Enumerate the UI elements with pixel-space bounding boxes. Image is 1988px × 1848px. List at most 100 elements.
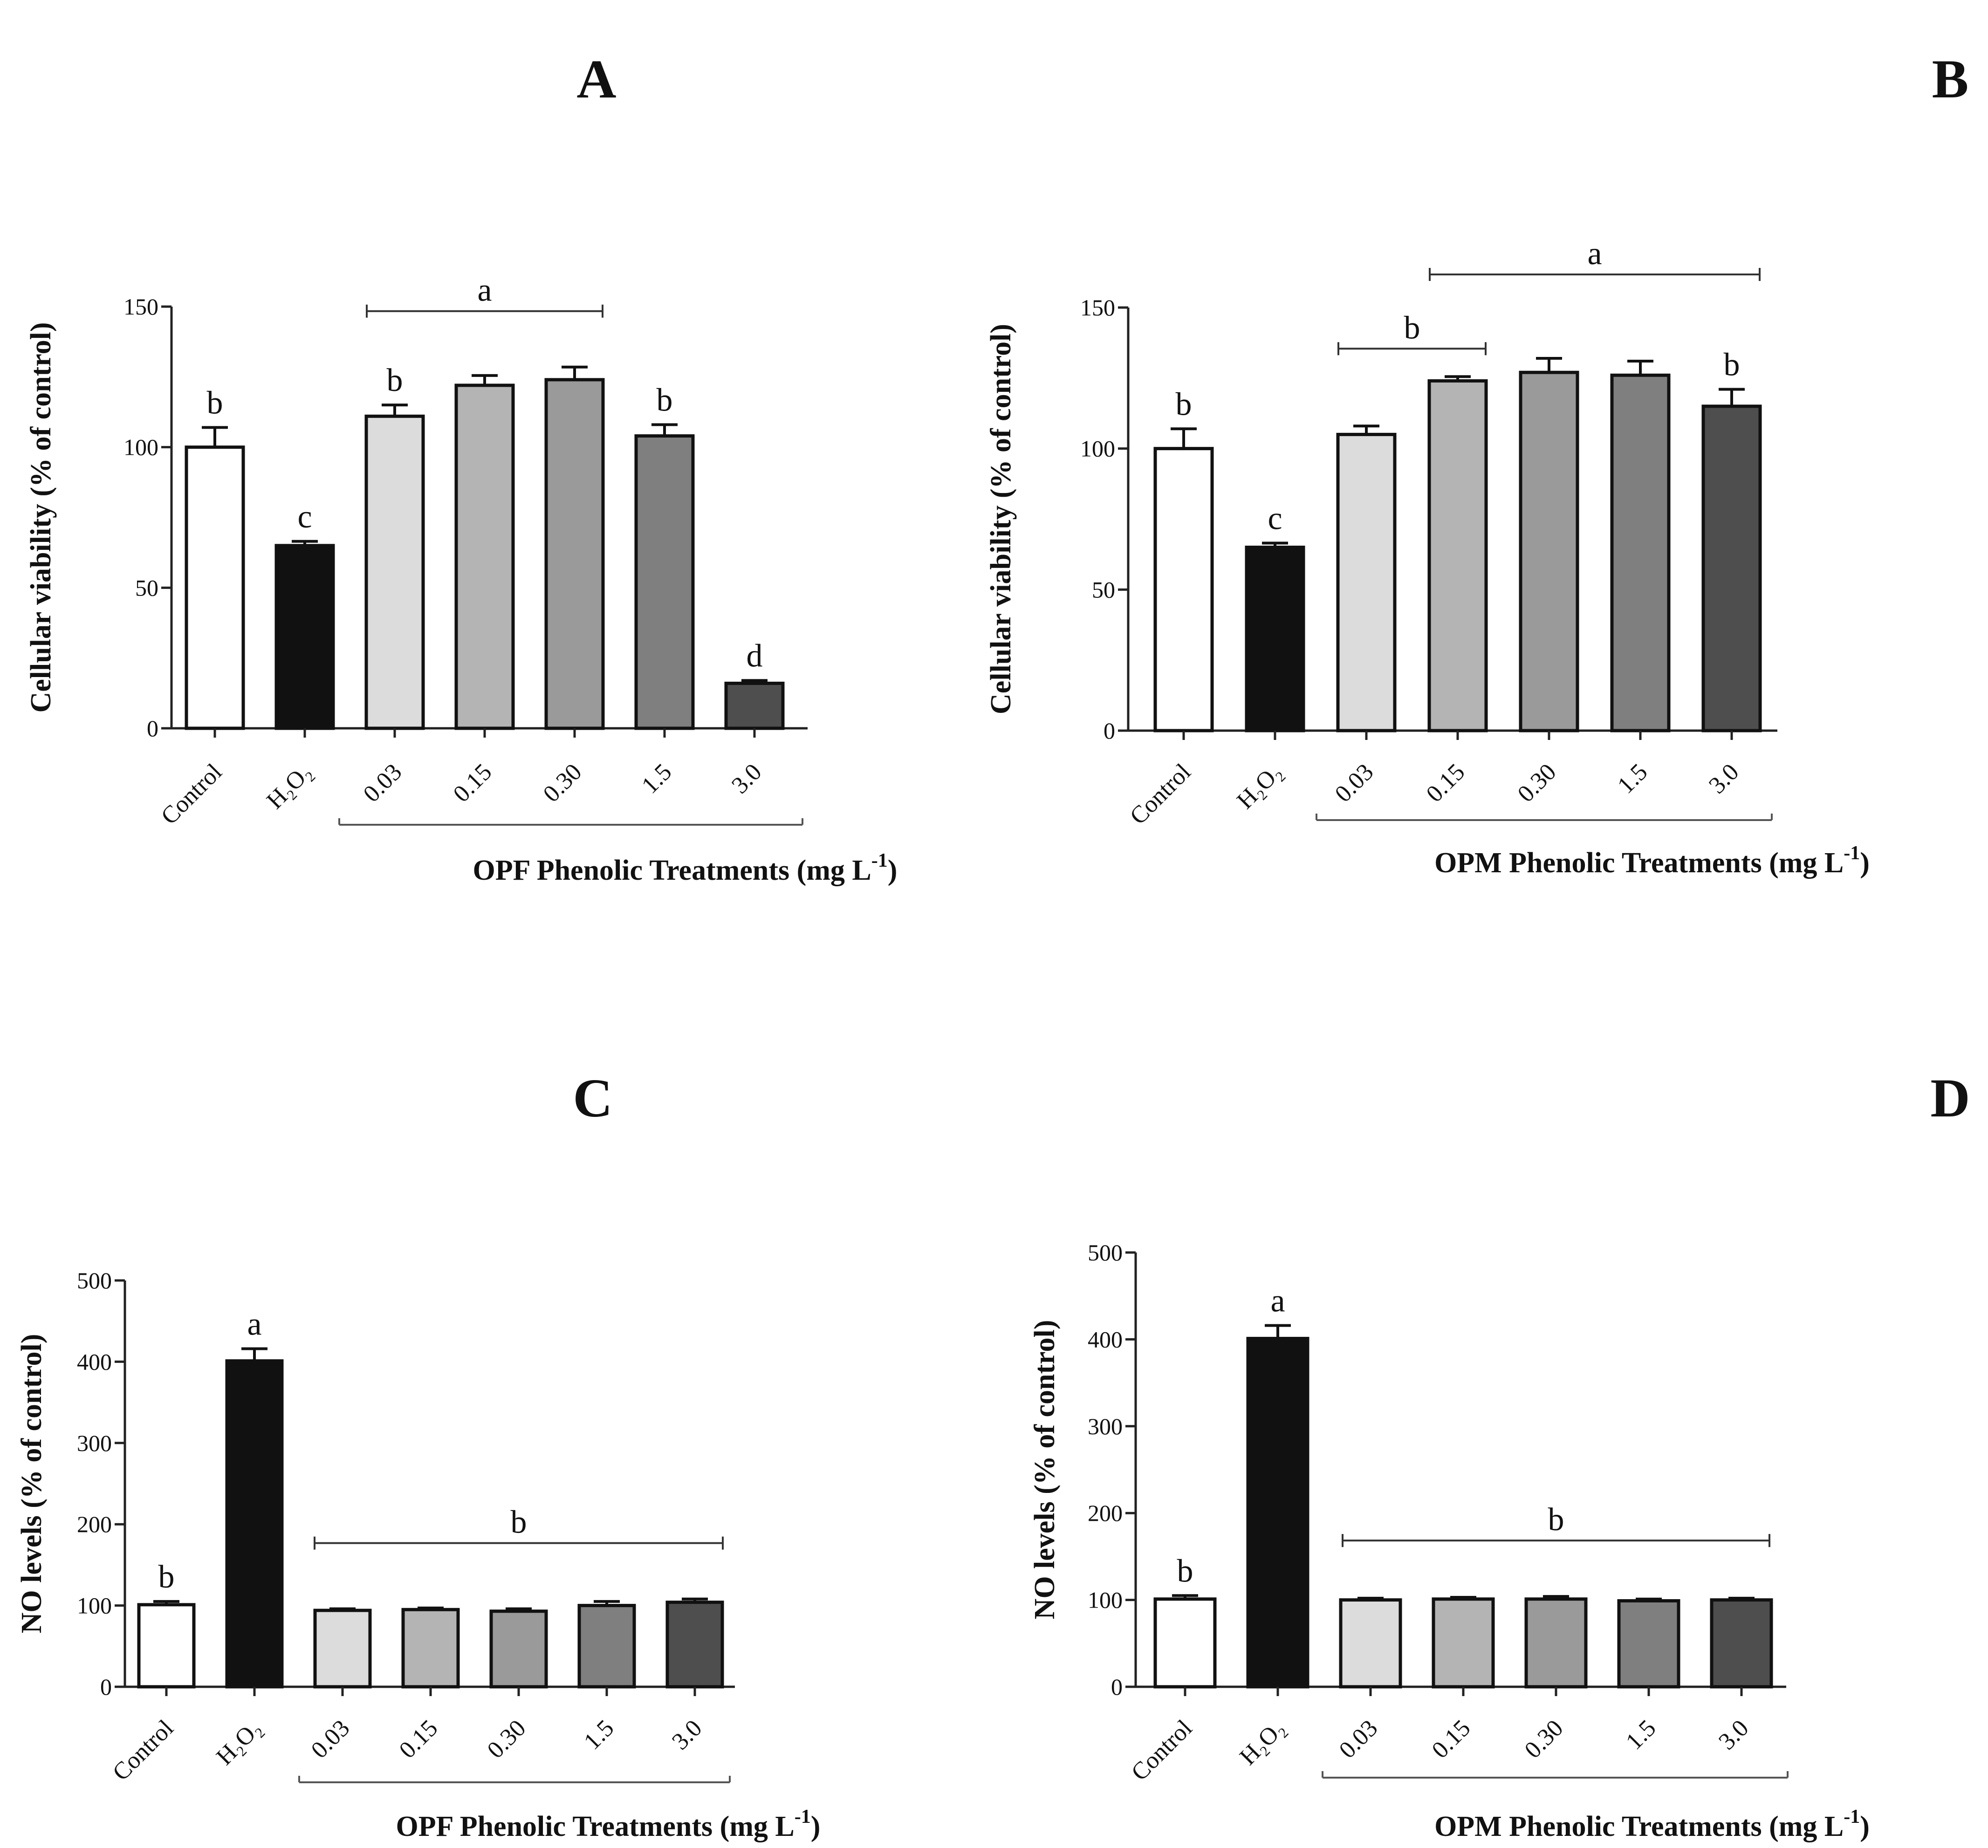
y-axis-label: Cellular viability (% of control) (985, 324, 1017, 714)
category-label: 0.30 (482, 1715, 531, 1764)
bar-0 (1153, 447, 1214, 732)
category-label: H₂O₂ (1234, 1715, 1290, 1770)
category-label: 0.03 (1334, 1715, 1383, 1764)
y-tick-label: 500 (1088, 1239, 1123, 1266)
y-tick-label: 0 (100, 1674, 112, 1700)
category-label: H₂O₂ (261, 759, 317, 814)
category-label: 0.03 (358, 759, 407, 808)
x-axis-label-sup: -1 (871, 850, 888, 871)
category-label: H₂O₂ (1232, 759, 1287, 814)
bracket-letter: b (511, 1505, 527, 1540)
x-axis-label-sup: -1 (1844, 1806, 1860, 1827)
y-tick-label: 100 (1080, 436, 1115, 462)
category-label: 0.30 (1513, 759, 1562, 808)
panel-B: B 0 50 100 150 Cellular viability (% of contr… (985, 48, 1968, 879)
significance-letter: b (1176, 386, 1192, 422)
category-label: 0.15 (1427, 1715, 1476, 1764)
category-label: 3.0 (1714, 1715, 1754, 1755)
bar-1 (1246, 1337, 1309, 1689)
x-axis-label: OPM Phenolic Treatments (mg L-1) (1434, 842, 1870, 879)
category-label: 3.0 (667, 1715, 707, 1755)
y-tick-label: 500 (77, 1267, 112, 1294)
y-tick-label: 50 (135, 575, 158, 601)
x-axis-label-main: OPM Phenolic Treatments (mg L (1434, 1811, 1844, 1842)
bar-5 (577, 1604, 636, 1689)
bracket-letter: b (1548, 1502, 1564, 1538)
bar-0 (1153, 1597, 1217, 1689)
bar-4 (1524, 1597, 1588, 1689)
treatment-group-bracket (298, 1776, 731, 1783)
category-label: Control (108, 1715, 179, 1786)
y-tick-label: 400 (1088, 1326, 1123, 1352)
significance-letter: b (657, 382, 673, 418)
significance-letter: c (1268, 500, 1282, 536)
y-tick-label: 0 (1104, 718, 1115, 744)
category-label: Control (156, 759, 227, 830)
category-label: 0.15 (394, 1715, 443, 1764)
y-tick-label: 0 (147, 715, 158, 741)
x-axis-label-sup: -1 (1844, 842, 1860, 864)
bar-5 (1610, 373, 1671, 732)
y-tick-label: 300 (1088, 1413, 1123, 1439)
bar-5 (1617, 1599, 1680, 1689)
bar-1 (274, 544, 335, 730)
category-label: 0.30 (1520, 1715, 1569, 1764)
category-label: 0.03 (306, 1715, 355, 1764)
bar-5 (634, 434, 695, 730)
bar-2 (1336, 432, 1397, 732)
category-label: 3.0 (1704, 759, 1744, 799)
y-tick-label: 100 (123, 434, 158, 460)
x-axis-label-main: OPF Phenolic Treatments (mg L (396, 1811, 795, 1842)
bar-6 (1710, 1598, 1773, 1689)
bracket-letter: a (1587, 236, 1602, 272)
x-axis-label-end: ) (1860, 1811, 1870, 1842)
bar-2 (313, 1608, 372, 1689)
category-label: H₂O₂ (211, 1715, 267, 1770)
significance-letter: b (158, 1559, 175, 1595)
y-tick-label: 100 (1088, 1587, 1123, 1613)
x-axis-label: OPF Phenolic Treatments (mg L-1) (396, 1806, 821, 1842)
bar-2 (364, 414, 425, 730)
significance-letter: b (387, 363, 403, 398)
bar-6 (724, 681, 785, 730)
significance-letter: b (207, 385, 223, 421)
category-label: 1.5 (1612, 759, 1652, 799)
panel-letter: A (576, 48, 616, 110)
category-label: 0.15 (448, 759, 497, 808)
y-tick-label: 300 (77, 1430, 112, 1456)
significance-bracket-0: b (314, 1505, 724, 1550)
bracket-letter: a (477, 273, 492, 308)
y-axis-label: NO levels (% of control) (16, 1334, 48, 1634)
bar-3 (454, 383, 515, 730)
bar-3 (1432, 1597, 1495, 1689)
category-label: Control (1125, 759, 1196, 830)
panel-letter: C (573, 1068, 612, 1129)
category-label: 1.5 (579, 1715, 619, 1755)
x-axis-label-end: ) (888, 855, 898, 886)
significance-letter: b (1724, 347, 1740, 383)
y-axis-label: Cellular viability (% of control) (25, 322, 57, 712)
category-label: 1.5 (1621, 1715, 1661, 1755)
panel-letter: B (1932, 48, 1969, 110)
y-tick-label: 200 (77, 1511, 112, 1537)
x-axis-label: OPF Phenolic Treatments (mg L-1) (473, 850, 898, 886)
x-axis-label-sup: -1 (795, 1806, 811, 1827)
bar-4 (1519, 370, 1579, 732)
significance-letter: a (247, 1306, 261, 1342)
significance-bracket-0: b (1342, 1502, 1770, 1547)
x-axis-label-end: ) (811, 1811, 821, 1842)
bar-3 (401, 1608, 460, 1689)
category-label: 0.30 (538, 759, 587, 808)
category-label: 1.5 (637, 759, 677, 799)
x-axis-label: OPM Phenolic Treatments (mg L-1) (1434, 1806, 1870, 1842)
bar-1 (225, 1359, 284, 1689)
panel-D: D 0 100 200 300 400 500 NO levels (% of control… (1029, 1068, 1970, 1842)
significance-bracket-0: b (1337, 310, 1487, 356)
significance-letter: d (747, 638, 763, 674)
category-label: Control (1126, 1715, 1198, 1786)
significance-letter: b (1177, 1553, 1193, 1589)
bar-0 (137, 1603, 196, 1689)
y-tick-label: 200 (1088, 1500, 1123, 1526)
